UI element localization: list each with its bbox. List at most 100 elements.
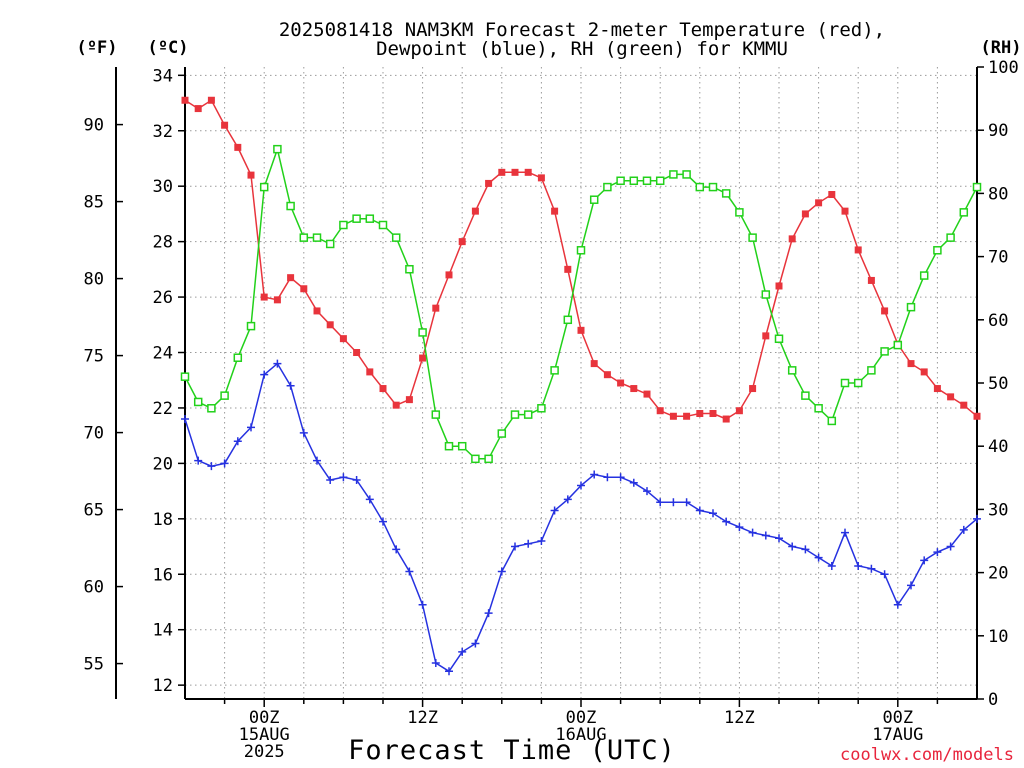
data-point bbox=[366, 368, 374, 376]
data-point bbox=[537, 404, 546, 413]
data-point bbox=[656, 407, 664, 415]
data-point bbox=[695, 182, 705, 192]
celsius-tick-label: 12 bbox=[153, 676, 173, 696]
data-point bbox=[444, 441, 454, 451]
series-layer bbox=[180, 96, 982, 676]
data-point bbox=[881, 307, 889, 315]
data-point bbox=[762, 332, 770, 340]
data-point bbox=[498, 168, 506, 176]
series-dewpoint bbox=[181, 359, 981, 676]
data-point bbox=[735, 523, 744, 532]
data-point bbox=[960, 401, 968, 409]
data-point bbox=[775, 534, 783, 543]
data-point bbox=[445, 667, 453, 676]
data-point bbox=[722, 517, 731, 526]
rh-axis-ticks: 0 10 20 30 40 50 60 70 80 90 100 bbox=[977, 58, 1019, 710]
data-point bbox=[287, 274, 295, 282]
data-point bbox=[933, 246, 942, 255]
fahrenheit-tick-label: 70 bbox=[84, 424, 104, 444]
celsius-tick-label: 26 bbox=[153, 288, 173, 308]
rh-tick-label: 70 bbox=[988, 248, 1008, 268]
data-point bbox=[603, 182, 612, 192]
data-point bbox=[749, 385, 757, 393]
data-point bbox=[180, 372, 190, 381]
celsius-tick-label: 34 bbox=[153, 66, 173, 86]
data-point bbox=[511, 542, 519, 551]
data-point bbox=[959, 208, 969, 217]
data-point bbox=[629, 478, 638, 487]
celsius-unit-label: (ºC) bbox=[148, 38, 189, 58]
fahrenheit-tick-label: 90 bbox=[84, 116, 104, 136]
data-point bbox=[537, 174, 545, 182]
data-point bbox=[312, 233, 322, 242]
series-2-meter-temperature bbox=[181, 96, 981, 423]
data-point bbox=[920, 556, 929, 565]
celsius-tick-label: 16 bbox=[153, 565, 173, 585]
series-rh bbox=[180, 144, 982, 464]
rh-tick-label: 10 bbox=[988, 627, 1008, 647]
data-point bbox=[431, 410, 441, 419]
time-tick-label: 17AUG bbox=[872, 725, 923, 745]
data-point bbox=[273, 144, 282, 154]
data-point bbox=[682, 498, 691, 507]
fahrenheit-tick-label: 75 bbox=[84, 347, 104, 367]
data-point bbox=[247, 171, 255, 179]
data-point bbox=[788, 542, 797, 551]
data-point bbox=[748, 233, 757, 242]
celsius-tick-label: 18 bbox=[153, 510, 173, 530]
data-point bbox=[933, 548, 942, 557]
data-point bbox=[695, 506, 704, 515]
data-point bbox=[867, 366, 876, 375]
data-point bbox=[497, 567, 506, 576]
data-point bbox=[207, 462, 216, 471]
fahrenheit-tick-label: 85 bbox=[84, 193, 104, 213]
data-point bbox=[234, 143, 242, 151]
data-point bbox=[365, 214, 375, 223]
data-point bbox=[497, 429, 507, 438]
data-point bbox=[392, 545, 401, 554]
data-point bbox=[722, 415, 730, 423]
data-point bbox=[708, 182, 718, 192]
data-point bbox=[325, 239, 335, 249]
credit-text: coolwx.com/models bbox=[840, 745, 1014, 765]
data-point bbox=[563, 315, 573, 325]
data-point bbox=[431, 658, 440, 667]
data-point bbox=[828, 191, 836, 199]
data-point bbox=[617, 379, 625, 387]
data-point bbox=[774, 334, 784, 344]
data-point bbox=[775, 282, 783, 290]
data-point bbox=[946, 542, 955, 551]
data-point bbox=[827, 561, 836, 570]
data-point bbox=[405, 396, 413, 404]
data-point bbox=[577, 326, 585, 334]
data-point bbox=[471, 639, 480, 648]
data-point bbox=[391, 233, 401, 242]
data-point bbox=[854, 246, 862, 254]
data-point bbox=[220, 391, 229, 400]
fahrenheit-unit-label: (ºF) bbox=[77, 38, 118, 58]
data-point bbox=[485, 179, 493, 187]
rh-tick-label: 90 bbox=[988, 121, 1008, 141]
data-point bbox=[669, 170, 678, 179]
rh-tick-label: 30 bbox=[988, 500, 1008, 520]
data-point bbox=[181, 415, 189, 424]
data-point bbox=[629, 176, 639, 186]
data-point bbox=[207, 404, 216, 413]
data-point bbox=[419, 354, 427, 362]
data-point bbox=[405, 264, 414, 274]
data-point bbox=[709, 509, 717, 518]
data-point bbox=[523, 410, 533, 419]
data-point bbox=[207, 96, 215, 104]
data-point bbox=[761, 290, 771, 299]
data-point bbox=[194, 105, 202, 113]
data-point bbox=[352, 476, 361, 485]
data-point bbox=[815, 199, 823, 207]
time-tick-label: 16AUG bbox=[555, 725, 606, 745]
data-point bbox=[590, 470, 599, 479]
data-point bbox=[247, 423, 255, 432]
data-point bbox=[273, 296, 281, 304]
data-point bbox=[643, 390, 651, 398]
data-point bbox=[365, 495, 374, 504]
data-point bbox=[880, 570, 889, 579]
